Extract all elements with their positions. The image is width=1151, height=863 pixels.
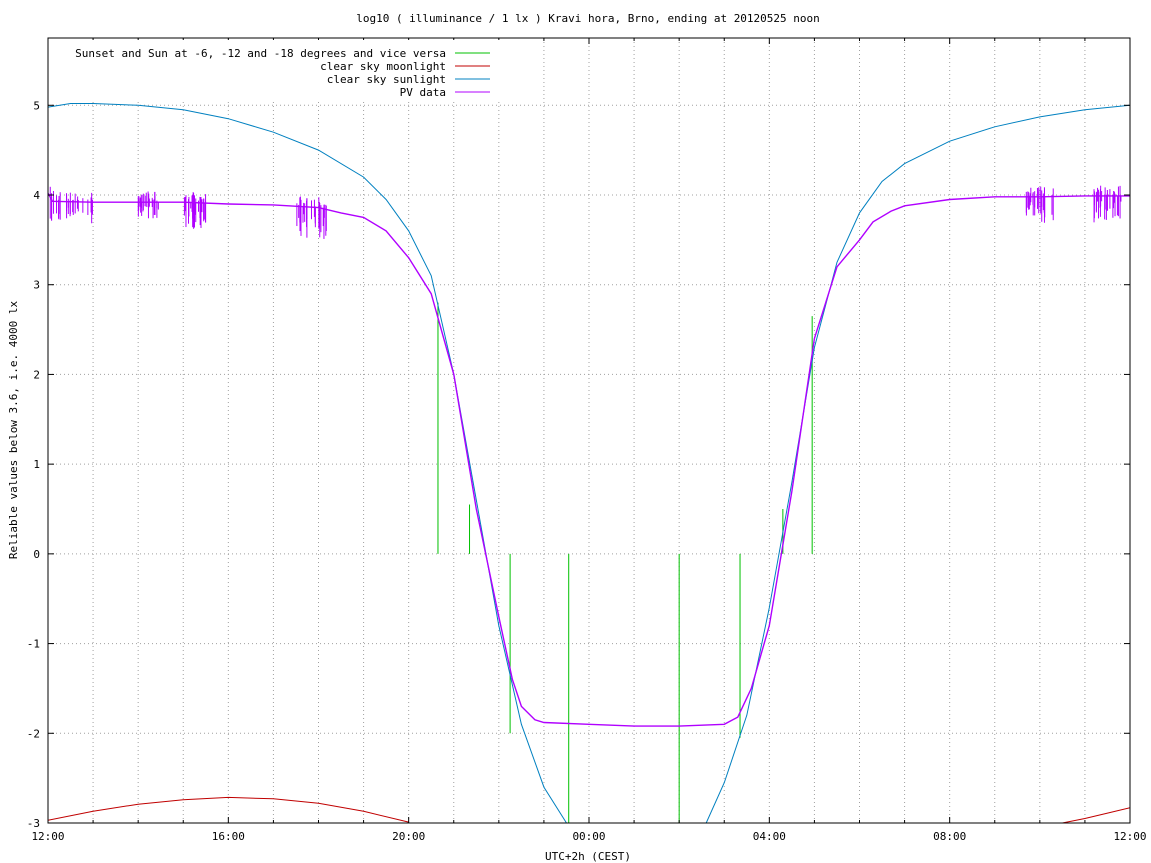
- y-tick-label: -3: [27, 817, 40, 830]
- legend-label: Sunset and Sun at -6, -12 and -18 degree…: [75, 47, 446, 60]
- chart-title: log10 ( illuminance / 1 lx ) Kravi hora,…: [356, 12, 820, 25]
- x-axis-label: UTC+2h (CEST): [545, 850, 631, 863]
- y-tick-label: 3: [33, 279, 40, 292]
- sunlight-line: [48, 103, 1130, 823]
- x-tick-label: 00:00: [572, 830, 605, 843]
- y-tick-label: 4: [33, 189, 40, 202]
- legend: Sunset and Sun at -6, -12 and -18 degree…: [50, 40, 500, 102]
- series-3: [48, 185, 1130, 727]
- x-tick-label: 16:00: [212, 830, 245, 843]
- x-tick-label: 08:00: [933, 830, 966, 843]
- y-tick-label: 5: [33, 99, 40, 112]
- moonlight-line: [1062, 807, 1130, 823]
- moonlight-line: [48, 796, 409, 823]
- axes: -3 -2 -1 0 1 2 3 4 5 12:00 16:00 20:00 00:00 04:00 08:…: [27, 37, 1147, 843]
- grid-lines: [48, 38, 1130, 823]
- pv-data-line: [48, 192, 1130, 727]
- series-layer: [48, 103, 1130, 823]
- series-1: [48, 796, 1130, 823]
- x-tick-label: 04:00: [753, 830, 786, 843]
- legend-label: clear sky moonlight: [320, 60, 446, 73]
- y-axis-label: Reliable values below 3.6, i.e. 4000 lx: [7, 300, 20, 559]
- y-tick-label: 0: [33, 548, 40, 561]
- series-2: [48, 103, 1130, 823]
- x-tick-label: 12:00: [1113, 830, 1146, 843]
- x-tick-label: 12:00: [31, 830, 64, 843]
- y-tick-label: 1: [33, 458, 40, 471]
- series-0: [437, 302, 813, 823]
- y-tick-label: -2: [27, 727, 40, 740]
- y-tick-label: -1: [27, 638, 40, 651]
- legend-background: [50, 40, 500, 102]
- legend-label: PV data: [400, 86, 446, 99]
- x-tick-label: 20:00: [392, 830, 425, 843]
- legend-label: clear sky sunlight: [327, 73, 446, 86]
- y-tick-label: 2: [33, 368, 40, 381]
